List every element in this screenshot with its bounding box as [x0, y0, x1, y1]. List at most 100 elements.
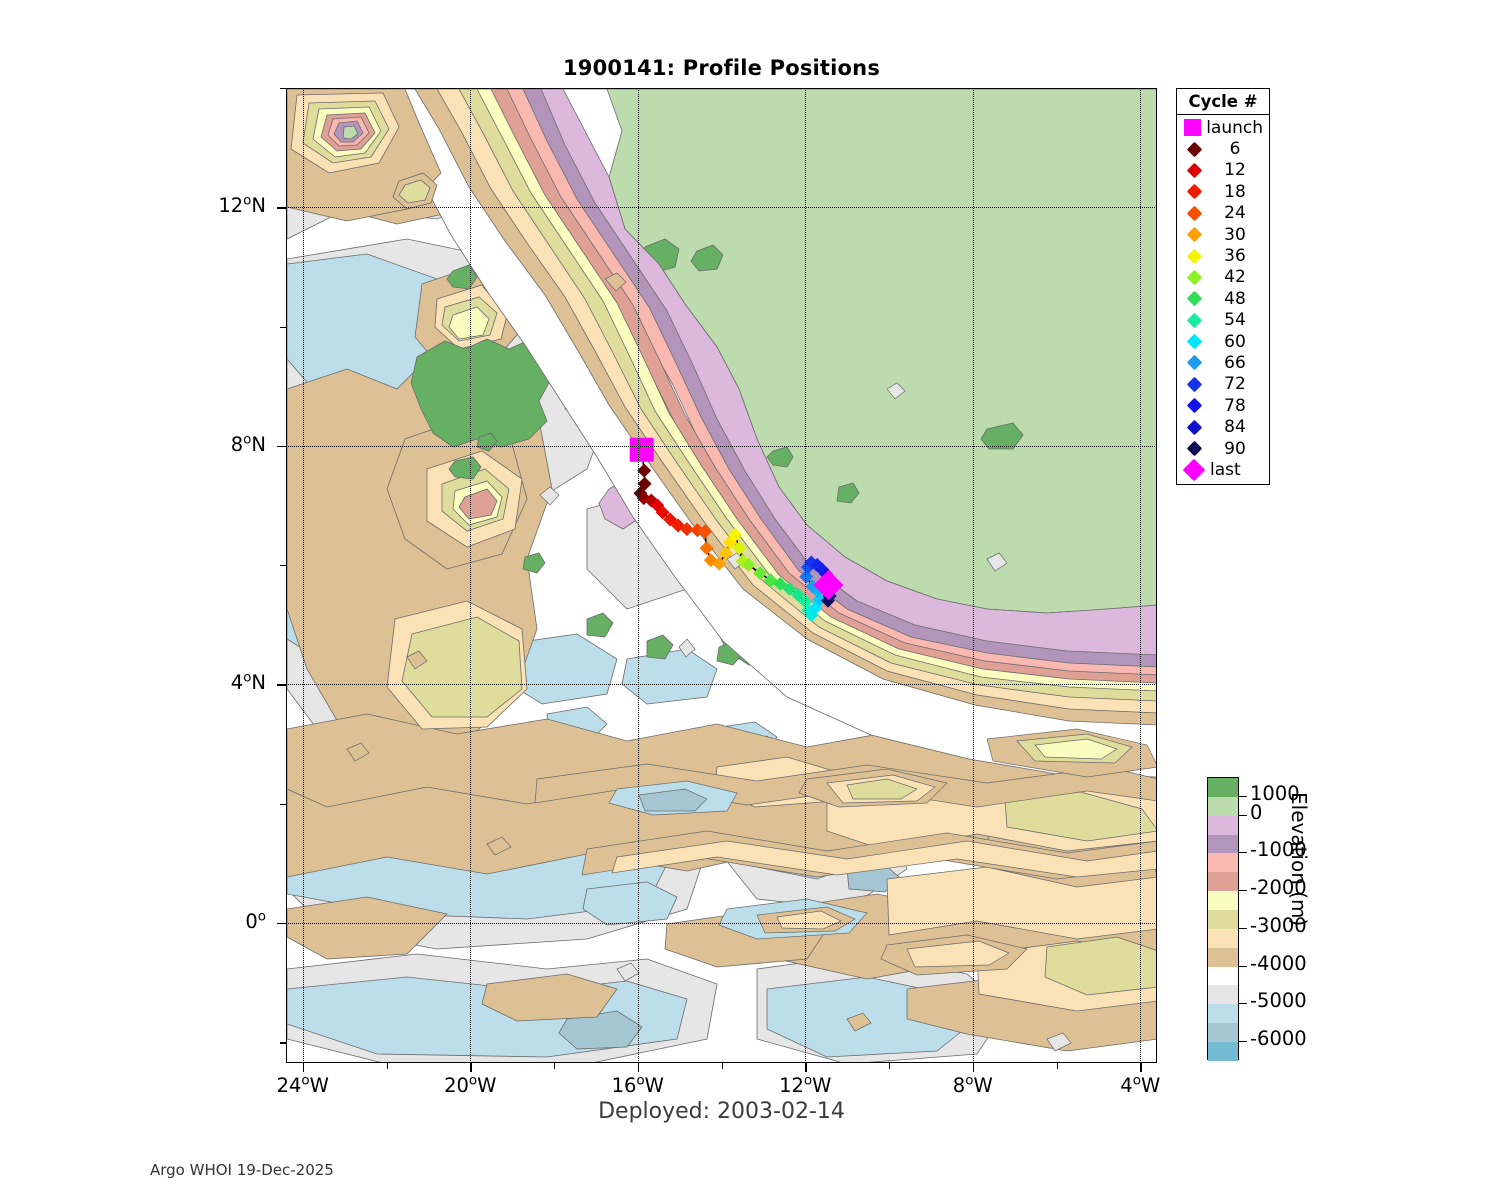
legend-item-label: 36	[1224, 246, 1246, 267]
y-tick	[277, 922, 286, 925]
legend-item[interactable]: 30	[1177, 224, 1269, 245]
legend-item[interactable]: launch	[1177, 117, 1269, 138]
legend-item-label: 48	[1224, 288, 1246, 309]
y-tick-minor	[280, 803, 286, 805]
legend-marker-diamond-icon	[1181, 397, 1207, 414]
x-tick	[302, 1063, 305, 1072]
launch-marker[interactable]	[629, 437, 654, 462]
legend-marker-diamond-icon	[1181, 248, 1207, 264]
y-tick-minor	[280, 565, 286, 567]
profile-marker[interactable]	[636, 491, 651, 506]
legend-title: Cycle #	[1177, 89, 1269, 115]
x-tick-label: 4oW	[1120, 1072, 1161, 1097]
legend-item[interactable]: 66	[1177, 352, 1269, 373]
x-tick-minor	[386, 1063, 388, 1069]
legend-marker-diamond-icon	[1181, 376, 1207, 393]
profile-marker[interactable]	[790, 587, 805, 602]
legend-item-label: 12	[1224, 160, 1246, 181]
colorbar-band	[1208, 1004, 1238, 1024]
colorbar-tick-label: 0	[1250, 800, 1263, 824]
colorbar-tick	[1239, 1003, 1247, 1005]
profile-marker[interactable]	[799, 569, 814, 584]
map-plot-area[interactable]	[286, 88, 1157, 1063]
colorbar-band	[1208, 872, 1238, 892]
x-tick	[470, 1063, 472, 1072]
colorbar-tick-label: -4000	[1250, 951, 1307, 975]
colorbar-band	[1208, 1042, 1238, 1061]
profile-marker[interactable]	[821, 593, 836, 608]
x-tick-label: 12oW	[779, 1072, 832, 1097]
last-marker[interactable]	[813, 570, 844, 601]
colorbar-band	[1208, 910, 1238, 929]
profile-marker[interactable]	[697, 524, 712, 539]
legend-item-label: 54	[1224, 310, 1246, 331]
colorbar-band	[1208, 1023, 1238, 1043]
x-tick-minor	[554, 1063, 556, 1069]
colorbar-band	[1208, 778, 1238, 797]
legend-item[interactable]: 84	[1177, 416, 1269, 437]
legend-item[interactable]: 42	[1177, 267, 1269, 288]
profile-marker[interactable]	[810, 557, 825, 572]
profile-marker[interactable]	[699, 541, 714, 556]
legend-marker-diamond-large-icon	[1181, 458, 1207, 482]
colorbar-band	[1208, 985, 1238, 1005]
legend-items: launch 6 12 18 24 30 36 42 48 54 60 66 72 78 84 90 last	[1177, 115, 1269, 484]
y-tick-label: 4oN	[230, 669, 266, 695]
colorbar-tick-label: 1000	[1250, 781, 1300, 805]
legend-item-label: 72	[1224, 374, 1246, 395]
legend-item[interactable]: 54	[1177, 310, 1269, 331]
profile-marker[interactable]	[782, 581, 797, 596]
legend-item[interactable]: 18	[1177, 181, 1269, 202]
profile-marker[interactable]	[732, 541, 747, 556]
legend-item[interactable]: 12	[1177, 160, 1269, 181]
page-title: 1900141: Profile Positions	[562, 56, 881, 80]
legend-item[interactable]: 6	[1177, 138, 1269, 159]
cycle-legend[interactable]: Cycle # launch 6 12 18 24 30 36 42 48 54 60 66 72 78 8…	[1176, 88, 1270, 485]
colorbar-tick-label: -3000	[1250, 913, 1307, 937]
legend-item-label: 84	[1224, 417, 1246, 438]
legend-item[interactable]: last	[1177, 458, 1269, 482]
x-tick-label: 24oW	[276, 1072, 329, 1097]
legend-marker-diamond-icon	[1181, 141, 1207, 157]
colorbar-tick-label: -6000	[1250, 1027, 1307, 1051]
profile-marker[interactable]	[637, 463, 652, 478]
x-tick-minor	[889, 1063, 891, 1069]
legend-item-label: 30	[1224, 224, 1246, 245]
profile-marker[interactable]	[741, 557, 756, 572]
x-tick	[1140, 1063, 1142, 1072]
profile-marker[interactable]	[753, 566, 768, 581]
y-tick-minor	[280, 88, 286, 90]
legend-marker-diamond-icon	[1181, 355, 1207, 371]
profile-marker[interactable]	[712, 556, 727, 571]
profile-marker[interactable]	[718, 545, 733, 560]
colorbar-band	[1208, 796, 1238, 816]
legend-item[interactable]: 48	[1177, 288, 1269, 309]
legend-item[interactable]: 78	[1177, 395, 1269, 416]
colorbar-band	[1208, 853, 1238, 873]
x-tick	[637, 1063, 640, 1072]
legend-item[interactable]: 24	[1177, 203, 1269, 224]
colorbar-tick	[1239, 927, 1247, 929]
legend-marker-diamond-icon	[1181, 184, 1207, 200]
colorbar-tick-label: -2000	[1250, 876, 1307, 900]
x-tick	[972, 1063, 975, 1072]
profile-marker[interactable]	[728, 528, 743, 543]
profile-marker[interactable]	[679, 522, 694, 537]
colorbar-title: Elevation (m)	[1287, 792, 1311, 927]
colorbar-band	[1208, 947, 1238, 967]
colorbar-tick-label: -1000	[1250, 838, 1307, 862]
profile-marker[interactable]	[703, 553, 718, 568]
elevation-colorbar[interactable]	[1207, 777, 1239, 1061]
legend-marker-diamond-icon	[1181, 333, 1207, 350]
x-tick-label: 8oW	[952, 1072, 993, 1097]
profile-marker[interactable]	[671, 518, 686, 533]
legend-item[interactable]: 60	[1177, 331, 1269, 352]
legend-item-label: 78	[1224, 395, 1246, 416]
legend-item[interactable]: 90	[1177, 438, 1269, 459]
legend-item[interactable]: 36	[1177, 245, 1269, 266]
legend-item[interactable]: 72	[1177, 374, 1269, 395]
bathymetry-map	[287, 89, 1156, 1062]
profile-marker[interactable]	[800, 560, 815, 575]
profile-marker[interactable]	[655, 505, 670, 520]
profile-marker[interactable]	[690, 523, 705, 538]
